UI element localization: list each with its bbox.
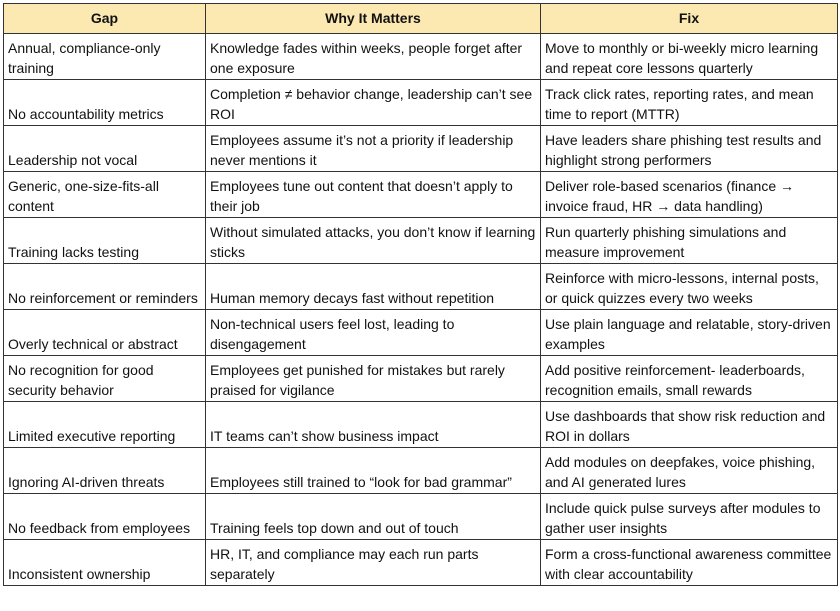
fix-cell: Form a cross-functional awareness commit… — [540, 539, 838, 586]
table-row: Inconsistent ownership HR, IT, and compli… — [3, 539, 838, 586]
why-cell: IT teams can’t show business impact — [205, 401, 541, 448]
fix-cell: Reinforce with micro-lessons, internal p… — [540, 263, 838, 310]
gap-cell: No recognition for good security behavio… — [3, 355, 206, 402]
why-cell: Employees assume it’s not a priority if … — [205, 125, 541, 172]
gap-cell: No reinforcement or reminders — [3, 263, 206, 310]
gap-cell: Ignoring AI-driven threats — [3, 447, 206, 494]
fix-cell: Track click rates, reporting rates, and … — [540, 79, 838, 126]
fix-cell: Add positive reinforcement- leaderboards… — [540, 355, 838, 402]
gap-cell: Inconsistent ownership — [3, 539, 206, 586]
fix-cell: Deliver role-based scenarios (finance → … — [540, 171, 838, 218]
table-row: No feedback from employees Training feels… — [3, 493, 838, 540]
table-row: Limited executive reporting IT teams can’… — [3, 401, 838, 448]
gap-cell: Leadership not vocal — [3, 125, 206, 172]
gap-cell: Generic, one-size-fits-all content — [3, 171, 206, 218]
gap-cell: Limited executive reporting — [3, 401, 206, 448]
table-row: Generic, one-size-fits-all content Employ… — [3, 171, 838, 218]
fix-cell: Include quick pulse surveys after module… — [540, 493, 838, 540]
header-why-it-matters: Why It Matters — [205, 3, 541, 34]
why-cell: Non-technical users feel lost, leading t… — [205, 309, 541, 356]
gap-cell: No feedback from employees — [3, 493, 206, 540]
why-cell: Employees get punished for mistakes but … — [205, 355, 541, 402]
fix-cell: Move to monthly or bi-weekly micro learn… — [540, 33, 838, 80]
header-row: Gap Why It Matters Fix — [3, 3, 838, 34]
why-cell: Human memory decays fast without repetit… — [205, 263, 541, 310]
table-row: No reinforcement or reminders Human memor… — [3, 263, 838, 310]
why-cell: Completion ≠ behavior change, leadership… — [205, 79, 541, 126]
table-row: Overly technical or abstract Non-technica… — [3, 309, 838, 356]
why-cell: Employees still trained to “look for bad… — [205, 447, 541, 494]
why-cell: Without simulated attacks, you don’t kno… — [205, 217, 541, 264]
header-fix: Fix — [540, 3, 838, 34]
why-cell: Employees tune out content that doesn’t … — [205, 171, 541, 218]
gap-cell: Training lacks testing — [3, 217, 206, 264]
table-row: No recognition for good security behavio… — [3, 355, 838, 402]
fix-cell: Add modules on deepfakes, voice phishing… — [540, 447, 838, 494]
fix-cell: Use plain language and relatable, story-… — [540, 309, 838, 356]
fix-cell: Use dashboards that show risk reduction … — [540, 401, 838, 448]
header-gap: Gap — [3, 3, 206, 34]
table-row: Leadership not vocal Employees assume it’… — [3, 125, 838, 172]
why-cell: HR, IT, and compliance may each run part… — [205, 539, 541, 586]
fix-cell: Have leaders share phishing test results… — [540, 125, 838, 172]
gap-cell: Overly technical or abstract — [3, 309, 206, 356]
table-row: Annual, compliance-only training Knowledg… — [3, 33, 838, 80]
gap-table: Gap Why It Matters Fix Annual, complianc… — [3, 3, 838, 586]
fix-cell: Run quarterly phishing simulations and m… — [540, 217, 838, 264]
table-row: Training lacks testing Without simulated … — [3, 217, 838, 264]
gap-cell: No accountability metrics — [3, 79, 206, 126]
table-row: Ignoring AI-driven threats Employees stil… — [3, 447, 838, 494]
table-row: No accountability metrics Completion ≠ be… — [3, 79, 838, 126]
why-cell: Knowledge fades within weeks, people for… — [205, 33, 541, 80]
gap-cell: Annual, compliance-only training — [3, 33, 206, 80]
why-cell: Training feels top down and out of touch — [205, 493, 541, 540]
